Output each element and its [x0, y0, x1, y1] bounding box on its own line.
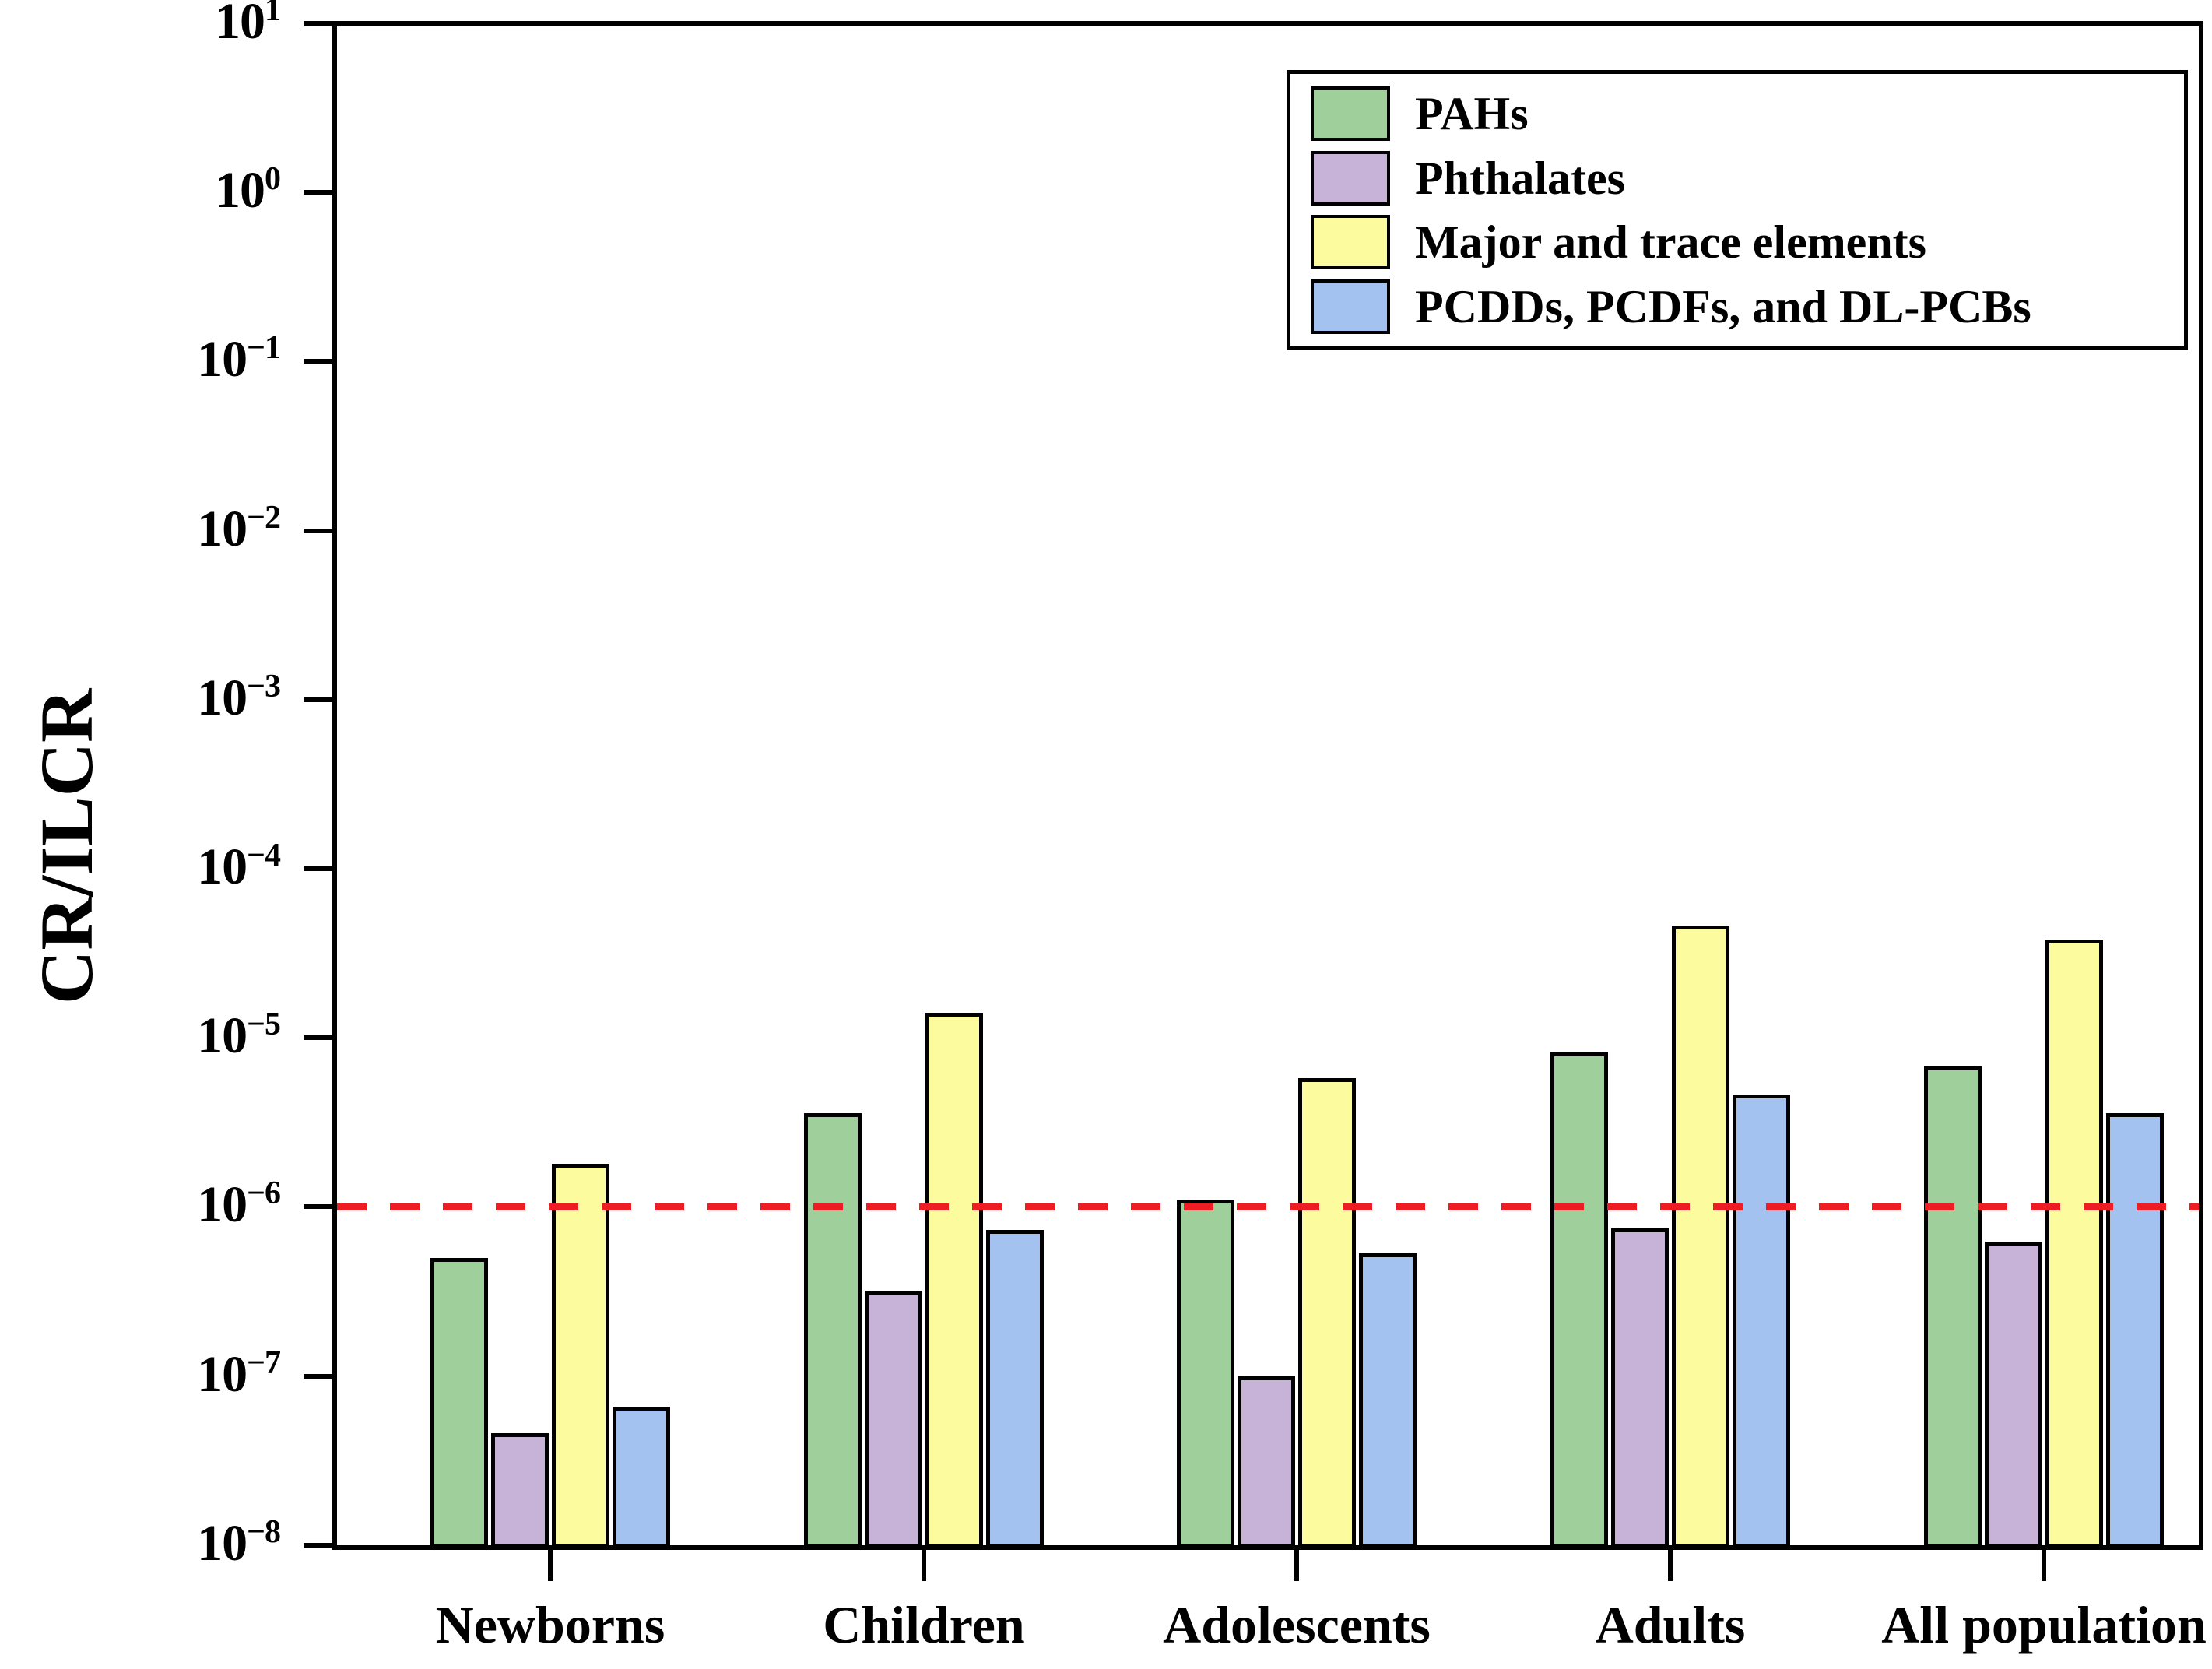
- x-tick-mark: [2042, 1550, 2046, 1581]
- bar-phthalates-adults: [1611, 1228, 1669, 1548]
- y-tick-mark: [304, 866, 335, 871]
- bar-pahs-newborns: [430, 1257, 488, 1548]
- legend-label-major-and-trace-elements: Major and trace elements: [1415, 216, 1927, 269]
- y-tick-label: 10−5: [197, 1007, 281, 1065]
- bar-phthalates-adolescents: [1238, 1376, 1295, 1548]
- x-tick-mark: [1668, 1550, 1673, 1581]
- bar-pcdds-pcdfs-and-dl-pcbs-adolescents: [1359, 1253, 1417, 1548]
- y-tick-mark: [304, 1542, 335, 1548]
- plot-left-spine: [332, 21, 337, 1550]
- bar-major-and-trace-elements-adolescents: [1298, 1077, 1356, 1548]
- y-tick-label: 10−8: [197, 1513, 281, 1572]
- bar-phthalates-children: [865, 1290, 922, 1548]
- y-tick-mark: [304, 21, 335, 26]
- y-tick-mark: [304, 190, 335, 195]
- x-category-label-adults: Adults: [1595, 1595, 1746, 1654]
- bar-major-and-trace-elements-children: [925, 1013, 983, 1548]
- y-tick-mark: [304, 1035, 335, 1041]
- x-category-label-newborns: Newborns: [435, 1595, 665, 1654]
- x-tick-mark: [922, 1550, 926, 1581]
- bar-pahs-adults: [1550, 1052, 1608, 1548]
- y-tick-label: 10−4: [197, 838, 281, 895]
- y-tick-label: 10−2: [197, 499, 281, 557]
- y-tick-label: 10−3: [197, 668, 281, 726]
- x-tick-mark: [1294, 1550, 1299, 1581]
- legend: PAHs Phthalates Major and trace elements PC…: [1287, 70, 2188, 350]
- bar-pcdds-pcdfs-and-dl-pcbs-newborns: [613, 1406, 670, 1548]
- bar-pahs-adolescents: [1177, 1200, 1234, 1548]
- bar-pcdds-pcdfs-and-dl-pcbs-children: [986, 1230, 1044, 1548]
- bar-pcdds-pcdfs-and-dl-pcbs-all-population: [2106, 1112, 2164, 1548]
- y-tick-label: 10−7: [197, 1344, 281, 1403]
- legend-swatch-pahs: [1311, 86, 1390, 142]
- x-category-label-children: Children: [823, 1595, 1025, 1654]
- plot-top-spine: [332, 21, 2203, 26]
- y-tick-mark: [304, 528, 335, 533]
- legend-swatch-phthalates: [1311, 150, 1390, 206]
- bar-major-and-trace-elements-all-population: [2045, 940, 2103, 1548]
- plot-right-spine: [2199, 21, 2203, 1550]
- legend-item-pcdds-pcdfs-and-dl-pcbs: PCDDs, PCDFs, and DL-PCBs: [1311, 276, 2184, 338]
- bar-major-and-trace-elements-newborns: [552, 1163, 609, 1548]
- legend-swatch-pcdds-pcdfs-and-dl-pcbs: [1311, 279, 1390, 334]
- x-category-label-all-population: All population: [1881, 1595, 2207, 1654]
- x-tick-mark: [548, 1550, 553, 1581]
- x-category-label-adolescents: Adolescents: [1163, 1595, 1431, 1654]
- legend-label-phthalates: Phthalates: [1415, 152, 1625, 204]
- y-tick-mark: [304, 1373, 335, 1379]
- legend-label-pcdds-pcdfs-and-dl-pcbs: PCDDs, PCDFs, and DL-PCBs: [1415, 280, 2031, 332]
- y-tick-mark: [304, 1204, 335, 1210]
- bar-phthalates-newborns: [491, 1432, 549, 1548]
- y-tick-mark: [304, 359, 335, 364]
- legend-item-major-and-trace-elements: Major and trace elements: [1311, 211, 2184, 273]
- legend-label-pahs: PAHs: [1415, 88, 1529, 140]
- y-tick-mark: [304, 697, 335, 702]
- legend-swatch-major-and-trace-elements: [1311, 215, 1390, 270]
- y-tick-label: 10−1: [197, 330, 281, 388]
- bar-major-and-trace-elements-adults: [1672, 926, 1729, 1548]
- bar-pahs-all-population: [1924, 1066, 1982, 1548]
- y-tick-label: 10−6: [197, 1175, 281, 1234]
- threshold-line: [337, 1203, 2199, 1210]
- bar-pcdds-pcdfs-and-dl-pcbs-adults: [1733, 1095, 1790, 1548]
- legend-item-pahs: PAHs: [1311, 83, 2184, 145]
- y-tick-label: 101: [215, 0, 281, 50]
- legend-item-phthalates: Phthalates: [1311, 147, 2184, 209]
- bar-phthalates-all-population: [1985, 1242, 2042, 1548]
- bar-pahs-children: [804, 1112, 862, 1548]
- y-tick-label: 100: [215, 161, 281, 220]
